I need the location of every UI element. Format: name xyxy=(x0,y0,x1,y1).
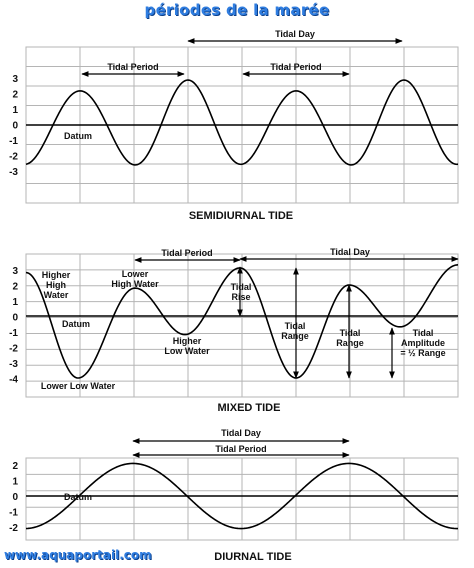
diurnal-tick: -1 xyxy=(9,508,18,519)
semidiurnal-tick: -2 xyxy=(9,152,18,163)
page-title: périodes de la marée xyxy=(144,1,330,19)
mixed-tidal-period-label: Tidal Period xyxy=(161,248,212,258)
higher-high-water-label: Higher High Water xyxy=(42,270,71,300)
semidiurnal-datum-label: Datum xyxy=(64,131,92,141)
diurnal-grid xyxy=(25,457,459,541)
lower-high-water-label: Lower High Water xyxy=(111,269,159,289)
tidal-period-label-2: Tidal Period xyxy=(270,62,321,72)
mixed-tidal-day-label: Tidal Day xyxy=(330,247,370,257)
diurnal-tick: -2 xyxy=(9,523,18,534)
higher-low-water-label: Higher Low Water xyxy=(164,336,210,356)
semidiurnal-tick: 3 xyxy=(12,74,18,85)
mixed-title: MIXED TIDE xyxy=(218,402,281,414)
mixed-tick: -2 xyxy=(9,344,18,355)
mixed-tick: -4 xyxy=(9,375,18,386)
diurnal-tidal-day-label: Tidal Day xyxy=(221,428,261,438)
tidal-range-label-2: Tidal Range xyxy=(336,328,364,348)
semidiurnal-tick: -1 xyxy=(9,136,18,147)
semidiurnal-tick: 0 xyxy=(12,121,18,132)
semidiurnal-title: SEMIDIURNAL TIDE xyxy=(189,210,293,222)
tidal-range-label-1: Tidal Range xyxy=(281,321,309,341)
mixed-tick: 0 xyxy=(12,313,18,324)
tidal-period-label-1: Tidal Period xyxy=(107,62,158,72)
diurnal-curve xyxy=(25,462,459,530)
mixed-tick: -1 xyxy=(9,328,18,339)
diurnal-datum-label: Datum xyxy=(64,492,92,502)
semidiurnal-tick: 1 xyxy=(12,105,18,116)
lower-low-water-label: Lower Low Water xyxy=(41,381,116,391)
diurnal-tick: 2 xyxy=(12,461,18,472)
tidal-amplitude-label: Tidal Amplitude = ½ Range xyxy=(400,328,445,358)
diurnal-title: DIURNAL TIDE xyxy=(214,551,291,563)
diurnal-tick: 1 xyxy=(12,477,18,488)
mixed-tick: 3 xyxy=(12,266,18,277)
footer-url: www.aquaportail.com xyxy=(4,548,152,562)
tidal-day-label: Tidal Day xyxy=(275,29,315,39)
mixed-datum-label: Datum xyxy=(62,319,90,329)
mixed-tick: 2 xyxy=(12,282,18,293)
diurnal-tidal-period-label: Tidal Period xyxy=(215,444,266,454)
semidiurnal-curve xyxy=(25,79,459,166)
tidal-rise-label: Tidal Rise xyxy=(231,282,252,302)
mixed-tick: 1 xyxy=(12,297,18,308)
semidiurnal-tick: 2 xyxy=(12,90,18,101)
mixed-tick: -3 xyxy=(9,359,18,370)
diurnal-tick: 0 xyxy=(12,492,18,503)
semidiurnal-tick: -3 xyxy=(9,167,18,178)
